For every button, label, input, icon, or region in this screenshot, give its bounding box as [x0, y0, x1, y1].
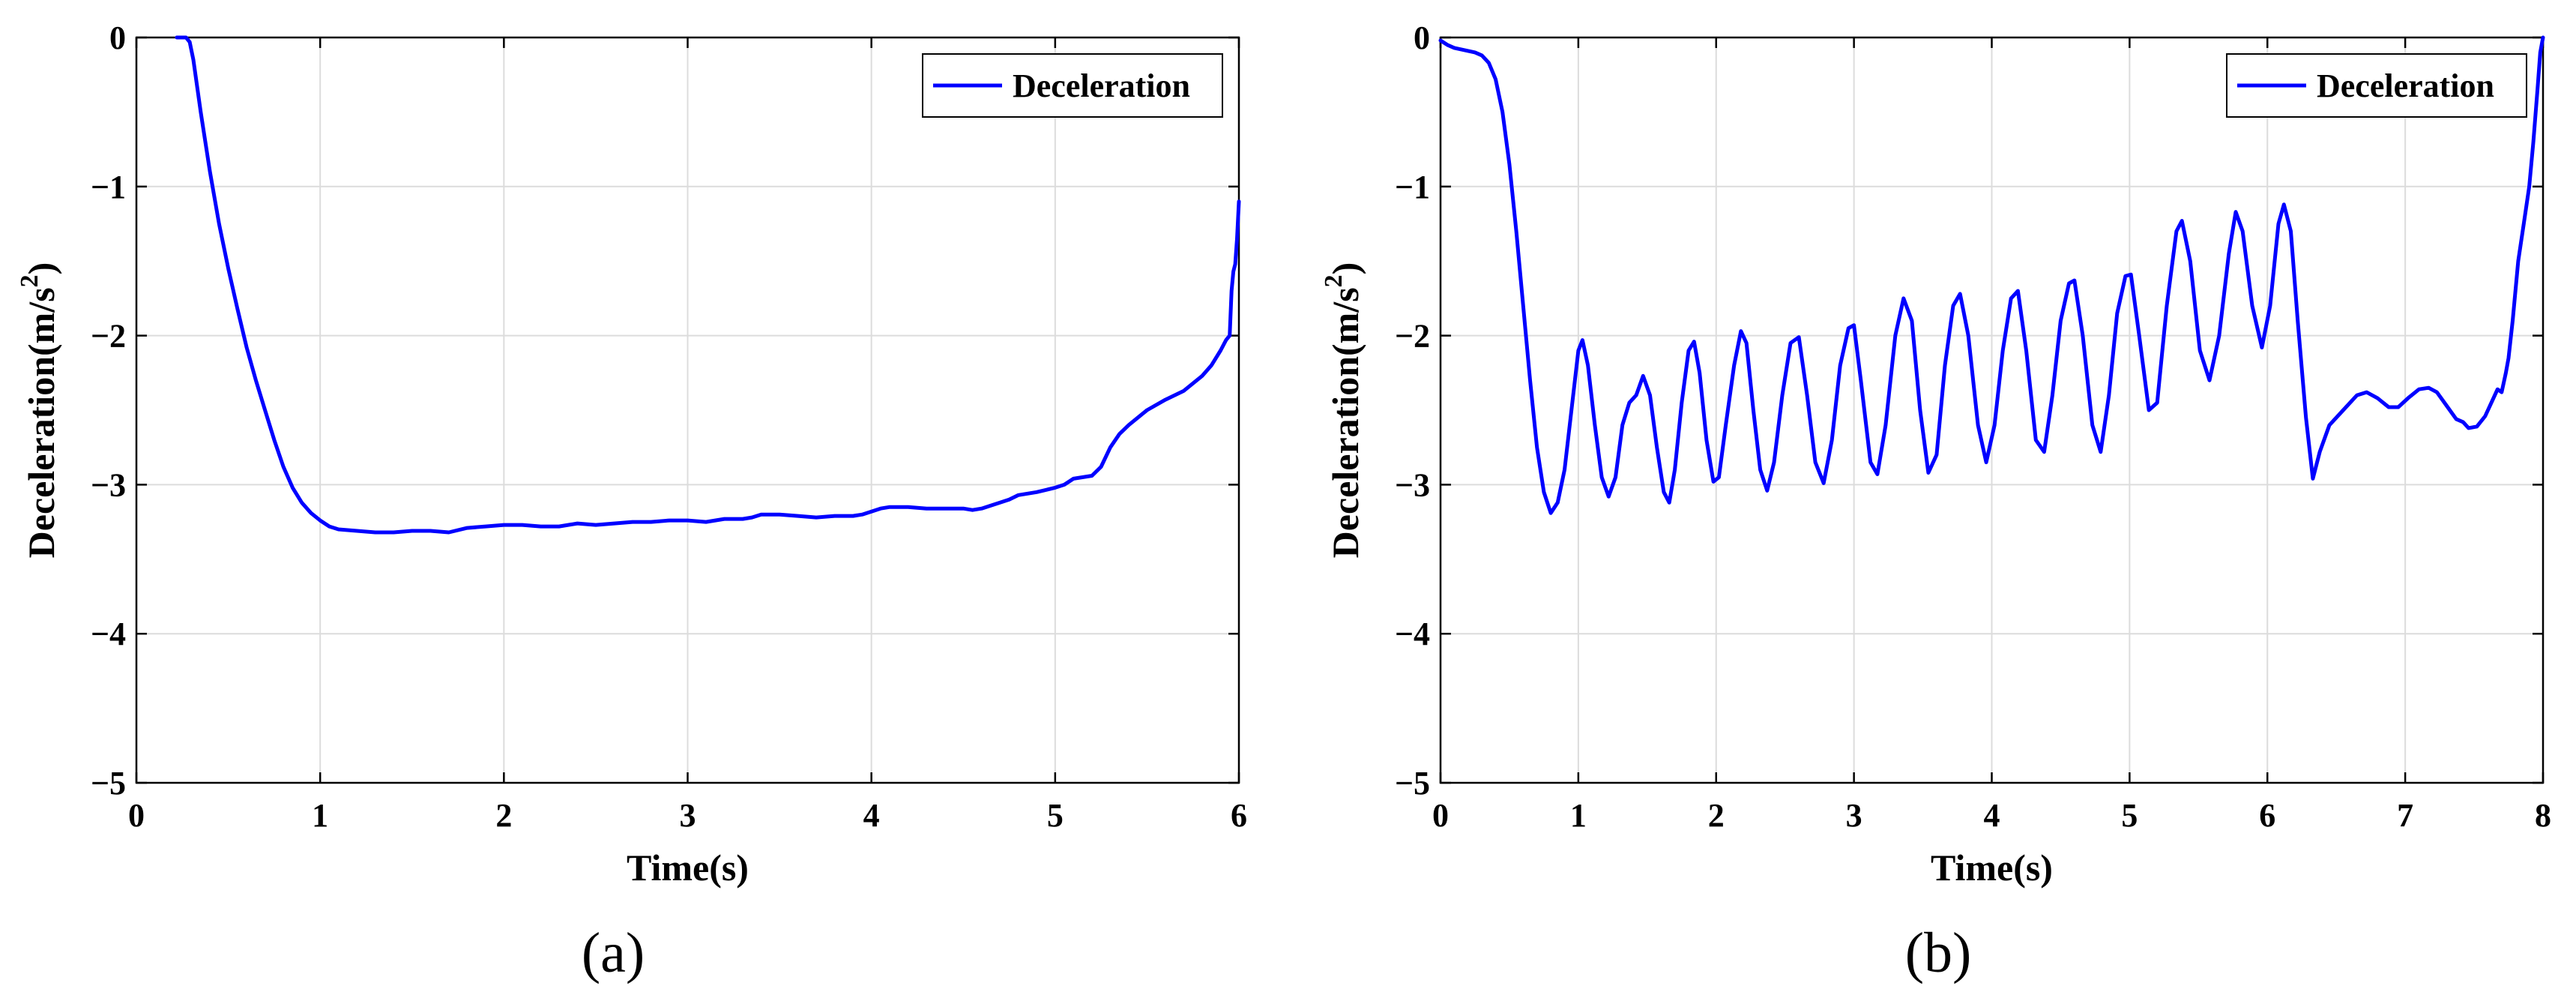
x-tick-label: 3: [680, 797, 696, 834]
y-axis-label-main: Deceleration(m/s: [1324, 287, 1366, 558]
y-tick-label: −4: [1395, 616, 1430, 652]
x-tick-label: 7: [2397, 797, 2413, 834]
panel-caption: (b): [1905, 922, 1972, 985]
y-axis-label-sup: 2: [16, 274, 43, 287]
x-axis-label: Time(s): [627, 847, 749, 889]
y-tick-label: −3: [91, 466, 126, 503]
legend: Deceleration: [922, 53, 1223, 118]
panel-caption: (a): [582, 922, 645, 985]
y-tick-label: −2: [91, 318, 126, 355]
series-line-deceleration: [175, 35, 1241, 535]
y-axis-label-close: ): [1324, 262, 1366, 275]
y-axis-label: Deceleration(m/s2): [16, 262, 62, 559]
legend-label: Deceleration: [1013, 67, 1190, 104]
series-line-deceleration: [1438, 35, 2545, 515]
x-axis-label: Time(s): [1931, 847, 2053, 889]
panel-b: 0 1 2 3 4 5 6 7 8−5−4−3−2−10Time(s)Deceleration(…: [1320, 19, 2551, 985]
y-tick-label: −1: [91, 169, 126, 205]
y-axis-label: Deceleration(m/s2): [1320, 262, 1366, 559]
x-tick-label: 3: [1846, 797, 1862, 834]
x-tick-label: 1: [1570, 797, 1587, 834]
x-tick-label: 8: [2535, 797, 2551, 834]
x-tick-label: 0: [1432, 797, 1449, 834]
x-tick-label: 6: [1231, 797, 1247, 834]
y-axis-label-sup: 2: [1320, 274, 1348, 287]
legend: Deceleration: [2226, 53, 2527, 118]
x-tick-label: 2: [1708, 797, 1725, 834]
x-tick-label: 4: [1984, 797, 2000, 834]
y-tick-label: 0: [1414, 19, 1430, 56]
y-tick-label: −2: [1395, 318, 1430, 355]
x-tick-label: 5: [2121, 797, 2138, 834]
x-tick-label: 2: [495, 797, 512, 834]
x-tick-label: 4: [863, 797, 880, 834]
y-tick-label: −5: [91, 765, 126, 802]
x-tick-label: 5: [1047, 797, 1064, 834]
x-tick-label: 0: [128, 797, 145, 834]
y-tick-label: −1: [1395, 169, 1430, 205]
y-tick-label: −4: [91, 616, 126, 652]
x-tick-label: 6: [2259, 797, 2275, 834]
y-tick-label: −5: [1395, 765, 1430, 802]
y-tick-label: 0: [109, 19, 126, 56]
panel-a: 0 1 2 3 4 5 6 −5 −4 −3 −2 −1 0 Time(s) Deceleration(m/…: [16, 19, 1247, 985]
x-tick-label: 1: [312, 797, 328, 834]
legend-label: Deceleration: [2317, 67, 2494, 104]
y-tick-label: −3: [1395, 466, 1430, 503]
y-axis-label-main: Deceleration(m/s: [20, 287, 62, 558]
y-axis-label-close: ): [20, 262, 62, 275]
